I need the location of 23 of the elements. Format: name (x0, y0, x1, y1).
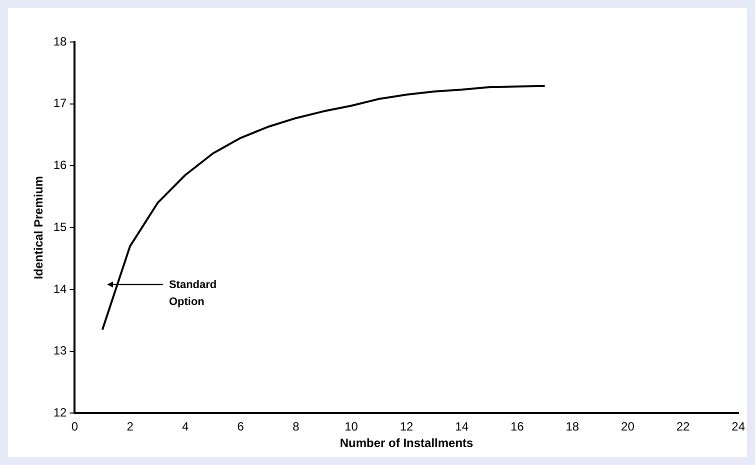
y-tick-label: 12 (53, 406, 68, 420)
x-tick-label: 18 (566, 420, 580, 434)
x-tick-label: 22 (676, 420, 690, 434)
x-tick-label: 10 (344, 420, 358, 434)
x-tick-label: 2 (126, 420, 134, 434)
x-tick-label: 6 (237, 420, 244, 434)
x-tick-label: 12 (400, 420, 414, 434)
y-tick-label: 18 (53, 34, 68, 48)
y-tick-label: 17 (53, 96, 68, 110)
x-tick-label: 0 (71, 420, 78, 434)
x-tick-label: 16 (510, 420, 524, 434)
y-tick-label: 14 (53, 282, 68, 296)
x-tick-label: 20 (621, 420, 635, 434)
y-axis-title: Identical Premium (32, 176, 46, 280)
x-tick-label: 24 (732, 420, 746, 434)
annotation: Standard Option (168, 278, 217, 310)
x-tick-label: 8 (292, 420, 300, 434)
x-tick-label: 14 (455, 420, 469, 434)
x-tick-label: 4 (182, 420, 189, 434)
y-tick-label: 16 (53, 158, 68, 172)
y-tick-label: 15 (53, 220, 68, 234)
x-axis-title: Number of Installments (340, 436, 474, 450)
y-tick-label: 13 (53, 344, 68, 358)
